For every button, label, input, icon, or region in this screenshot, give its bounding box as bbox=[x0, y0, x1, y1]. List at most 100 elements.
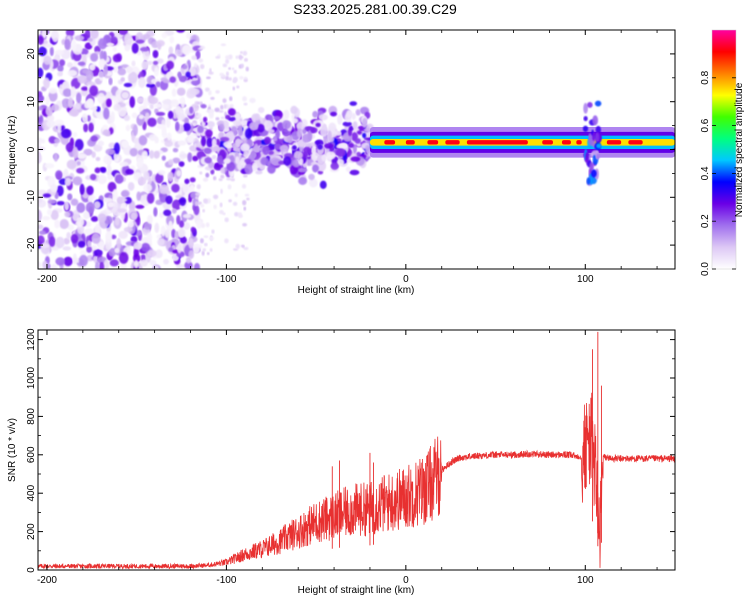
onset-blob bbox=[356, 130, 363, 135]
burst-blob bbox=[591, 150, 599, 156]
noise-blob bbox=[196, 101, 201, 105]
noise-blob bbox=[233, 77, 237, 83]
burst-blob bbox=[582, 125, 589, 132]
spectrogram-y-tick-label: 20 bbox=[26, 48, 37, 60]
noise-blob bbox=[55, 236, 65, 249]
onset-blob bbox=[252, 162, 258, 172]
noise-blob bbox=[135, 39, 145, 44]
noise-blob bbox=[125, 66, 133, 74]
noise-blob bbox=[76, 161, 81, 166]
noise-blob bbox=[194, 105, 199, 109]
onset-blob bbox=[200, 104, 207, 109]
noise-blob bbox=[153, 103, 163, 108]
noise-blob bbox=[218, 110, 224, 113]
noise-blob bbox=[222, 98, 227, 104]
onset-blob bbox=[206, 137, 213, 148]
noise-blob bbox=[137, 176, 147, 186]
noise-blob bbox=[94, 261, 100, 269]
snr-y-tick-label: 1200 bbox=[26, 328, 37, 351]
noise-blob bbox=[118, 30, 128, 36]
onset-blob bbox=[302, 133, 312, 143]
noise-blob bbox=[38, 35, 44, 45]
snr-line bbox=[38, 392, 675, 570]
noise-blob bbox=[156, 58, 164, 64]
noise-blob bbox=[103, 259, 110, 269]
colorbar: 0.0 0.2 0.4 0.6 0.8 Normalized spectral ampl… bbox=[700, 29, 745, 276]
noise-blob bbox=[42, 215, 51, 221]
noise-blob bbox=[220, 174, 225, 179]
noise-blob bbox=[129, 96, 136, 108]
colorbar-label: Normalized spectral amplitude bbox=[734, 82, 745, 217]
noise-blob bbox=[199, 238, 204, 244]
noise-blob bbox=[112, 54, 122, 63]
noise-blob bbox=[239, 75, 244, 80]
noise-blob bbox=[220, 104, 224, 110]
noise-blob bbox=[46, 208, 52, 216]
onset-blob bbox=[208, 109, 214, 119]
noise-blob bbox=[88, 122, 94, 133]
noise-blob bbox=[157, 238, 165, 246]
spectrogram-x-tick-label: 0 bbox=[403, 274, 409, 285]
noise-blob bbox=[67, 69, 78, 77]
noise-blob bbox=[243, 58, 248, 62]
noise-blob bbox=[182, 213, 192, 219]
noise-blob bbox=[89, 85, 99, 97]
spectrogram-x-label: Height of straight line (km) bbox=[298, 285, 415, 296]
noise-blob bbox=[64, 201, 70, 211]
noise-blob bbox=[243, 206, 247, 211]
noise-blob bbox=[132, 253, 141, 263]
noise-blob bbox=[161, 155, 166, 161]
noise-blob bbox=[131, 60, 136, 67]
noise-blob bbox=[38, 224, 44, 230]
onset-blob bbox=[319, 126, 328, 137]
onset-blob bbox=[273, 135, 278, 142]
noise-blob bbox=[230, 178, 235, 182]
noise-blob bbox=[236, 85, 240, 89]
noise-blob bbox=[121, 91, 129, 99]
noise-blob bbox=[116, 237, 122, 250]
noise-blob bbox=[38, 261, 42, 269]
noise-blob bbox=[46, 119, 56, 128]
noise-blob bbox=[146, 192, 155, 204]
noise-blob bbox=[142, 33, 151, 40]
onset-blob bbox=[197, 125, 204, 134]
noise-blob bbox=[174, 231, 180, 239]
onset-blob bbox=[296, 121, 305, 131]
noise-blob bbox=[51, 30, 60, 43]
carrier-peak bbox=[405, 140, 415, 145]
noise-blob bbox=[106, 164, 112, 177]
onset-blob bbox=[204, 156, 212, 164]
noise-blob bbox=[49, 46, 54, 57]
snr-y-tick-label: 400 bbox=[26, 484, 37, 501]
onset-blob bbox=[255, 170, 263, 175]
noise-blob bbox=[109, 259, 119, 267]
burst-blob bbox=[596, 143, 602, 149]
onset-blob bbox=[350, 156, 361, 162]
noise-blob bbox=[125, 168, 134, 175]
noise-blob bbox=[97, 174, 107, 185]
noise-blob bbox=[87, 240, 92, 248]
onset-blob bbox=[202, 116, 208, 123]
noise-blob bbox=[38, 110, 42, 118]
onset-blob bbox=[240, 119, 249, 126]
onset-blob bbox=[258, 106, 265, 114]
noise-blob bbox=[108, 77, 113, 86]
noise-blob bbox=[45, 96, 50, 106]
noise-blob bbox=[164, 229, 171, 238]
noise-blob bbox=[240, 51, 243, 54]
onset-blob bbox=[267, 164, 276, 174]
noise-blob bbox=[57, 71, 63, 77]
snr-y-tick-label: 200 bbox=[26, 523, 37, 540]
onset-blob bbox=[254, 139, 262, 145]
noise-blob bbox=[215, 90, 220, 94]
noise-blob bbox=[185, 256, 192, 264]
noise-blob bbox=[121, 140, 129, 149]
noise-blob bbox=[209, 248, 213, 252]
noise-blob bbox=[124, 196, 132, 204]
noise-blob bbox=[76, 202, 86, 214]
noise-blob bbox=[155, 172, 164, 184]
noise-blob bbox=[237, 212, 242, 216]
snr-y-tick-label: 0 bbox=[26, 567, 37, 573]
noise-blob bbox=[235, 243, 240, 249]
noise-blob bbox=[90, 52, 99, 62]
